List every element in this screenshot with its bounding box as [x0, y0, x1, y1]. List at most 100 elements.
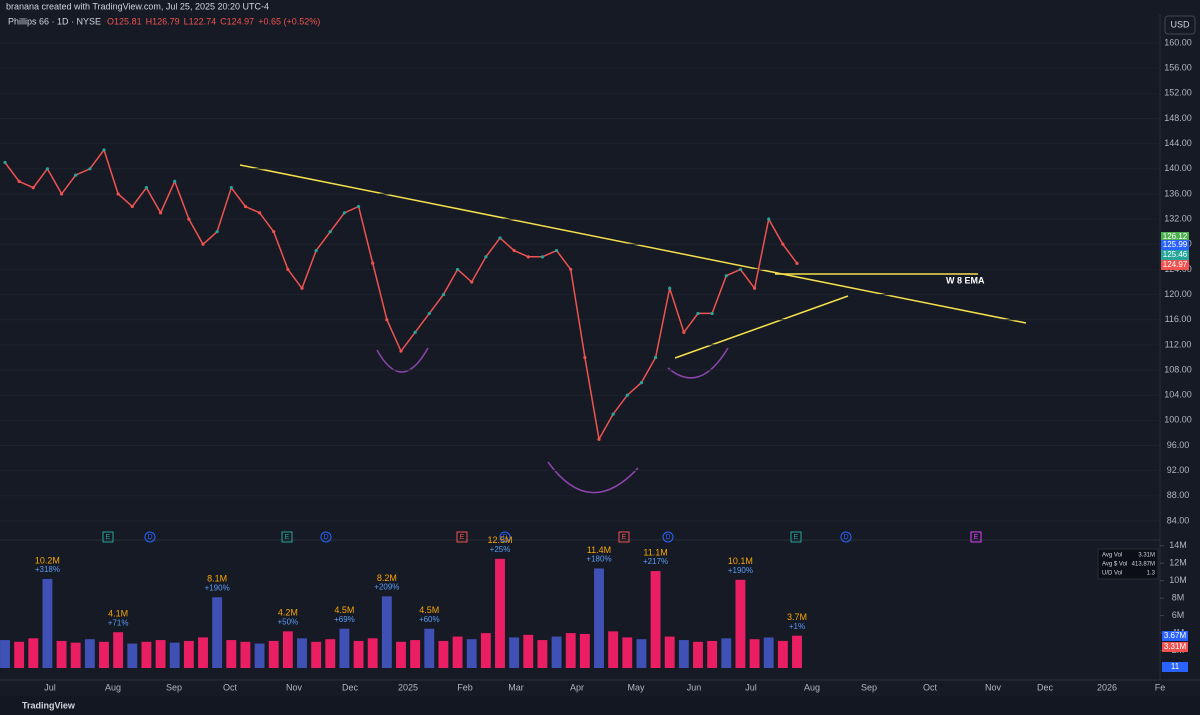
volume-bar: [169, 642, 180, 668]
x-tick-label: Aug: [105, 682, 121, 692]
price-label-box: [1161, 250, 1189, 260]
price-label: 124.97: [1163, 260, 1188, 269]
x-tick-label: Sep: [861, 682, 877, 692]
currency[interactable]: USD: [1170, 19, 1190, 29]
volume-bar: [70, 642, 81, 668]
event-marker: [618, 531, 630, 543]
price-point: [144, 186, 149, 190]
price-point: [569, 267, 573, 272]
price-point: [554, 248, 559, 253]
y-tick-label: 92.00: [1167, 465, 1190, 475]
price-point: [356, 204, 361, 209]
price-point: [781, 242, 785, 246]
vol-annotation: 12.5M: [487, 535, 512, 545]
vol-annotation: 8.1M: [207, 574, 227, 584]
vol-annotation: 4.5M: [419, 605, 439, 615]
author: branana created with TradingView.com, Ju…: [6, 1, 269, 11]
vol-annotation: 4.2M: [278, 608, 298, 618]
volume-bar: [749, 639, 760, 668]
vol-change: +190%: [728, 566, 753, 575]
stat-name: U/D Vol: [1102, 571, 1122, 577]
price-point: [767, 217, 771, 221]
x-tick-label: Jun: [687, 682, 702, 692]
event-label: D: [147, 534, 152, 541]
volume-bar: [367, 638, 378, 668]
volume-bar: [650, 571, 661, 668]
price-point: [625, 393, 629, 397]
vol-change: +60%: [419, 615, 440, 624]
event-label: E: [794, 534, 799, 541]
vol-change: +50%: [278, 617, 299, 626]
y-tick-label: 96.00: [1167, 440, 1190, 450]
vol-change: +180%: [586, 555, 611, 564]
event-marker: [970, 531, 982, 543]
volume-bar: [707, 640, 718, 668]
volume-bar: [353, 640, 364, 668]
symbol: Phillips 66 · 1D · NYSE: [8, 16, 101, 26]
stats-box: [1097, 548, 1159, 580]
event-label: D: [502, 534, 507, 541]
volume-bar: [537, 640, 548, 668]
y-tick-label: 88.00: [1167, 490, 1190, 500]
price-point: [59, 192, 64, 196]
volume-bar: [226, 640, 237, 668]
price-point: [724, 274, 728, 278]
vol-change: +318%: [35, 565, 60, 574]
volume-bar: [721, 638, 732, 668]
volume-bar: [608, 631, 619, 668]
stat-value: 1.3: [1147, 571, 1156, 577]
volume-bar: [254, 643, 265, 668]
price-point: [738, 267, 743, 272]
price-point: [45, 167, 50, 171]
price-point: [484, 255, 488, 259]
volume-bar: [424, 628, 435, 668]
price-point: [342, 211, 347, 215]
price-point: [130, 204, 134, 209]
vol-change: +25%: [490, 545, 511, 554]
volume-bar: [622, 637, 633, 668]
y-tick-label: 120.00: [1164, 289, 1192, 299]
price-point: [413, 330, 417, 334]
price-point: [597, 437, 601, 441]
volume-bar: [410, 640, 421, 668]
vol-tick-label: 12M: [1169, 558, 1187, 568]
vol-tick-label: 6M: [1172, 610, 1185, 620]
price-label-box: [1161, 232, 1189, 242]
price-point: [3, 160, 7, 165]
arc: [547, 461, 639, 494]
price-point: [243, 204, 248, 209]
price-point: [300, 286, 304, 290]
event-label: E: [622, 534, 627, 541]
vol-side-label: 3.31M: [1164, 642, 1187, 651]
volume-bar: [579, 633, 590, 668]
price-point: [286, 267, 290, 272]
price-point: [611, 412, 615, 416]
vol-change: +1%: [789, 622, 805, 631]
vol-annotation: 11.1M: [643, 547, 667, 557]
price-point: [371, 261, 375, 265]
event-marker: [790, 531, 802, 543]
volume-bar: [14, 641, 25, 668]
price-point: [512, 248, 516, 253]
volume-bar: [141, 641, 152, 668]
ohlc: L122.74: [184, 16, 217, 26]
y-tick-label: 104.00: [1164, 390, 1192, 400]
y-tick-label: 116.00: [1165, 314, 1192, 324]
price-label: 126.12: [1163, 232, 1188, 241]
volume-bar: [678, 640, 689, 668]
volume-bar: [42, 578, 53, 668]
vol-side-label: 11: [1171, 662, 1180, 671]
volume-bar: [127, 643, 138, 668]
currency-button[interactable]: [1164, 15, 1196, 35]
volume-bar: [297, 638, 307, 668]
stat-name: Avg Vol: [1102, 553, 1122, 559]
price-point: [229, 186, 233, 190]
price-point: [583, 355, 587, 360]
vol-annotation: 4.5M: [334, 605, 354, 615]
price-point: [752, 286, 757, 290]
volume-bar: [0, 640, 10, 668]
vol-side-box: [1162, 642, 1188, 652]
price-point: [215, 230, 219, 234]
volume-bar: [495, 558, 505, 668]
